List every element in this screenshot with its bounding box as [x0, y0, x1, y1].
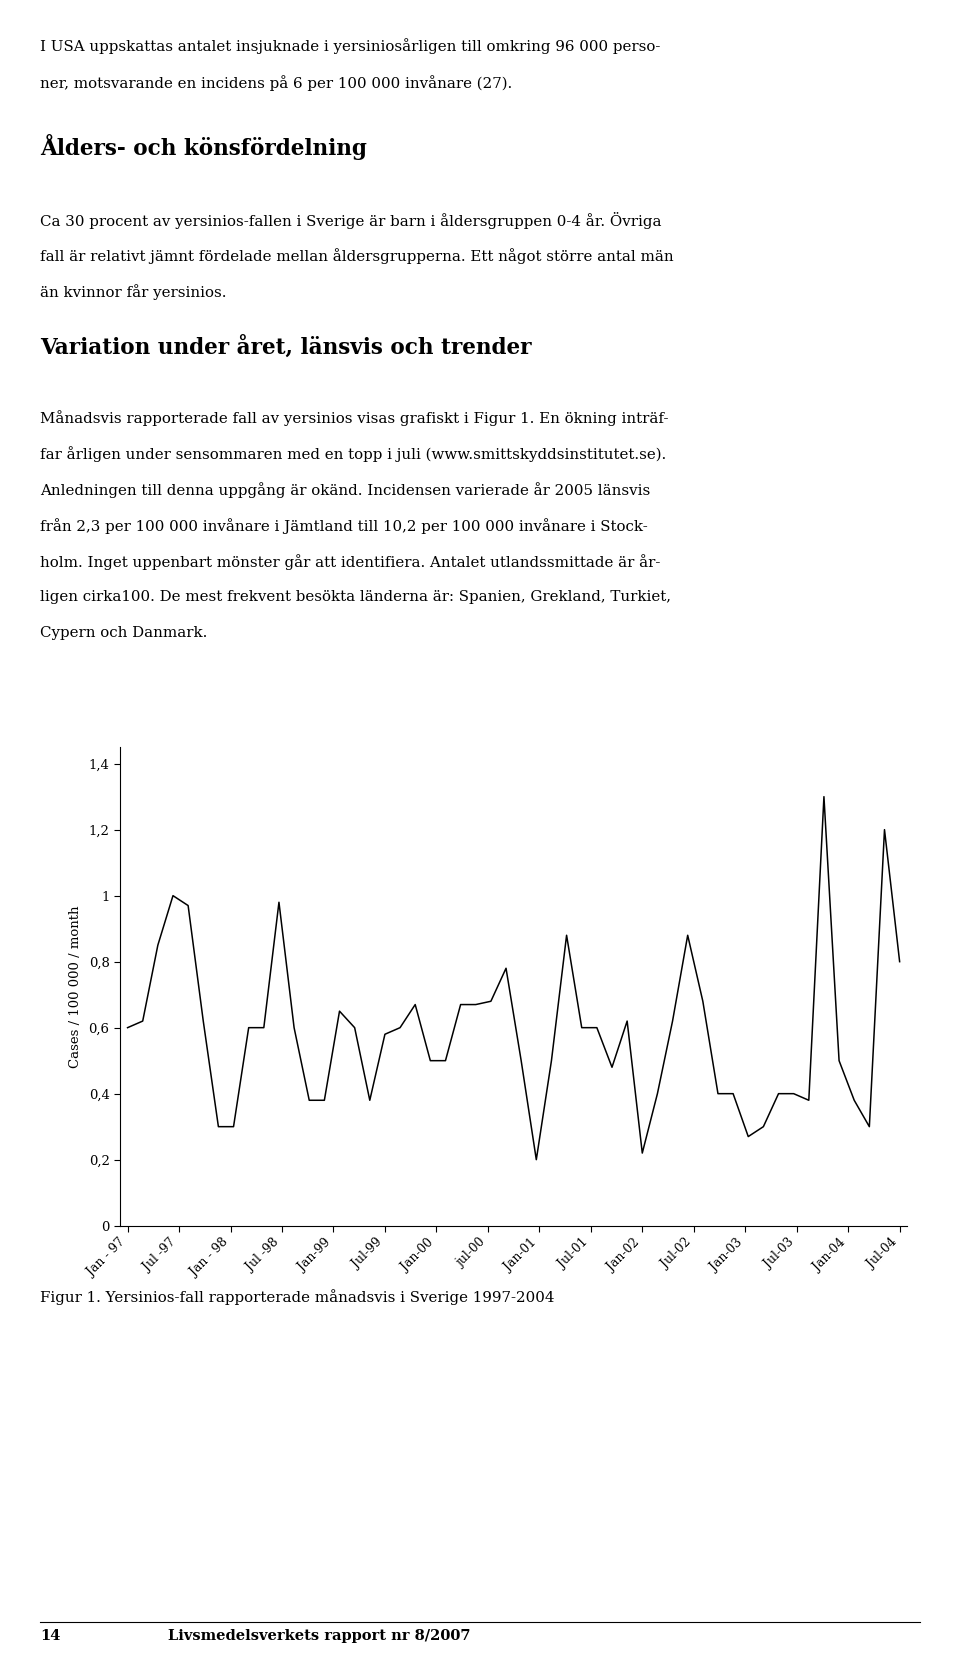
Text: Figur 1. Yersinios-fall rapporterade månadsvis i Sverige 1997-2004: Figur 1. Yersinios-fall rapporterade mån… [40, 1289, 555, 1305]
Text: än kvinnor får yersinios.: än kvinnor får yersinios. [40, 284, 227, 299]
Text: Månadsvis rapporterade fall av yersinios visas grafiskt i Figur 1. En ökning int: Månadsvis rapporterade fall av yersinios… [40, 410, 669, 425]
Text: Anledningen till denna uppgång är okänd. Incidensen varierade år 2005 länsvis: Anledningen till denna uppgång är okänd.… [40, 482, 651, 497]
Text: ner, motsvarande en incidens på 6 per 100 000 invånare (27).: ner, motsvarande en incidens på 6 per 10… [40, 74, 513, 91]
Text: Cypern och Danmark.: Cypern och Danmark. [40, 626, 207, 640]
Text: fall är relativt jämnt fördelade mellan åldersgrupperna. Ett något större antal : fall är relativt jämnt fördelade mellan … [40, 247, 674, 264]
Text: Ålders- och könsfördelning: Ålders- och könsfördelning [40, 134, 367, 160]
Text: far årligen under sensommaren med en topp i juli (www.smittskyddsinstitutet.se).: far årligen under sensommaren med en top… [40, 445, 666, 462]
Text: ligen cirka100. De mest frekvent besökta länderna är: Spanien, Grekland, Turkiet: ligen cirka100. De mest frekvent besökta… [40, 589, 671, 604]
Text: holm. Inget uppenbart mönster går att identifiera. Antalet utlandssmittade är år: holm. Inget uppenbart mönster går att id… [40, 554, 660, 569]
Text: Variation under året, länsvis och trender: Variation under året, länsvis och trende… [40, 336, 532, 359]
Y-axis label: Cases / 100 000 / month: Cases / 100 000 / month [68, 905, 82, 1068]
Text: I USA uppskattas antalet insjuknade i yersiniosårligen till omkring 96 000 perso: I USA uppskattas antalet insjuknade i ye… [40, 39, 660, 54]
Text: Livsmedelsverkets rapport nr 8/2007: Livsmedelsverkets rapport nr 8/2007 [168, 1629, 470, 1642]
Text: från 2,3 per 100 000 invånare i Jämtland till 10,2 per 100 000 invånare i Stock-: från 2,3 per 100 000 invånare i Jämtland… [40, 517, 648, 534]
Text: Ca 30 procent av yersinios-fallen i Sverige är barn i åldersgruppen 0-4 år. Övri: Ca 30 procent av yersinios-fallen i Sver… [40, 212, 661, 228]
Text: 14: 14 [40, 1629, 60, 1642]
